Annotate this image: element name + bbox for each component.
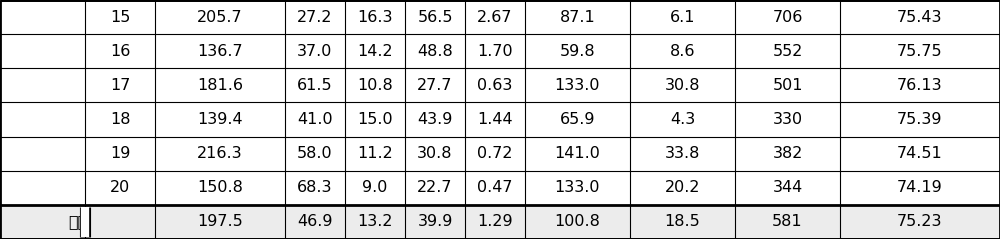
Text: 16: 16	[110, 44, 130, 59]
Text: 56.5: 56.5	[417, 10, 453, 25]
Text: 48.8: 48.8	[417, 44, 453, 59]
Text: 0.72: 0.72	[477, 146, 513, 161]
Text: 68.3: 68.3	[297, 180, 333, 195]
Text: 65.9: 65.9	[560, 112, 595, 127]
Text: 20: 20	[110, 180, 130, 195]
Text: 133.0: 133.0	[555, 180, 600, 195]
Text: 平均: 平均	[68, 214, 87, 229]
Text: 75.75: 75.75	[897, 44, 943, 59]
Text: 15: 15	[110, 10, 130, 25]
Text: 330: 330	[772, 112, 803, 127]
Text: 133.0: 133.0	[555, 78, 600, 93]
Text: 382: 382	[772, 146, 803, 161]
Text: 216.3: 216.3	[197, 146, 243, 161]
Text: 16.3: 16.3	[357, 10, 393, 25]
Text: 552: 552	[772, 44, 803, 59]
Text: 4.3: 4.3	[670, 112, 695, 127]
Text: 501: 501	[772, 78, 803, 93]
Text: 150.8: 150.8	[197, 180, 243, 195]
Text: 10.8: 10.8	[357, 78, 393, 93]
Text: 41.0: 41.0	[297, 112, 333, 127]
Text: 76.13: 76.13	[897, 78, 943, 93]
Text: 15.0: 15.0	[357, 112, 393, 127]
Text: 19: 19	[110, 146, 130, 161]
Text: 87.1: 87.1	[560, 10, 595, 25]
Text: 2.67: 2.67	[477, 10, 513, 25]
Text: 58.0: 58.0	[297, 146, 333, 161]
Text: 181.6: 181.6	[197, 78, 243, 93]
Text: 136.7: 136.7	[197, 44, 243, 59]
Text: 30.8: 30.8	[417, 146, 453, 161]
Text: 74.19: 74.19	[897, 180, 943, 195]
Text: 0.63: 0.63	[477, 78, 513, 93]
Text: 33.8: 33.8	[665, 146, 700, 161]
Text: 27.2: 27.2	[297, 10, 333, 25]
Text: 39.9: 39.9	[417, 214, 453, 229]
Text: 6.1: 6.1	[670, 10, 695, 25]
Text: 13.2: 13.2	[357, 214, 393, 229]
Text: 11.2: 11.2	[357, 146, 393, 161]
Text: 46.9: 46.9	[297, 214, 333, 229]
Text: 27.7: 27.7	[417, 78, 453, 93]
Text: 22.7: 22.7	[417, 180, 453, 195]
Text: 1.29: 1.29	[477, 214, 513, 229]
Text: 75.39: 75.39	[897, 112, 943, 127]
Text: 59.8: 59.8	[560, 44, 595, 59]
Text: 14.2: 14.2	[357, 44, 393, 59]
Text: 141.0: 141.0	[555, 146, 600, 161]
Text: 100.8: 100.8	[555, 214, 600, 229]
Text: 1.44: 1.44	[477, 112, 513, 127]
Text: 61.5: 61.5	[297, 78, 333, 93]
Text: 581: 581	[772, 214, 803, 229]
Text: 74.51: 74.51	[897, 146, 943, 161]
Text: 706: 706	[772, 10, 803, 25]
Text: 30.8: 30.8	[665, 78, 700, 93]
Text: 43.9: 43.9	[417, 112, 453, 127]
Text: 17: 17	[110, 78, 130, 93]
Text: 197.5: 197.5	[197, 214, 243, 229]
Text: 18: 18	[110, 112, 130, 127]
Text: 9.0: 9.0	[362, 180, 388, 195]
Text: 205.7: 205.7	[197, 10, 243, 25]
Text: 1.70: 1.70	[477, 44, 513, 59]
Text: 0.47: 0.47	[477, 180, 513, 195]
Text: 20.2: 20.2	[665, 180, 700, 195]
Text: 75.43: 75.43	[897, 10, 943, 25]
Text: 75.23: 75.23	[897, 214, 943, 229]
Text: 139.4: 139.4	[197, 112, 243, 127]
Text: 37.0: 37.0	[297, 44, 333, 59]
Text: 8.6: 8.6	[670, 44, 695, 59]
Bar	[0, 205, 1000, 239]
Text: 344: 344	[772, 180, 803, 195]
Text: 18.5: 18.5	[665, 214, 700, 229]
